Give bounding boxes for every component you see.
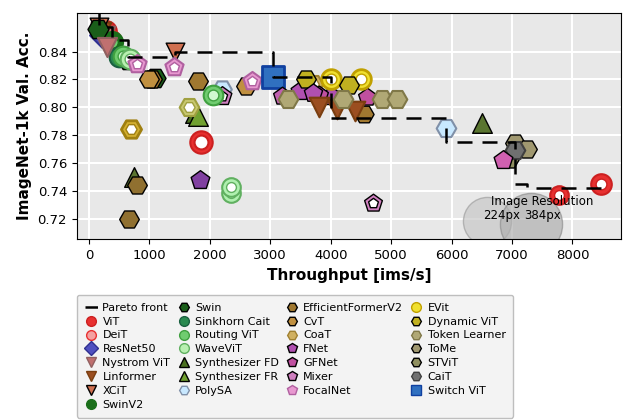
Y-axis label: ImageNet-1k Val. Acc.: ImageNet-1k Val. Acc. <box>17 32 32 220</box>
Point <box>554 192 564 198</box>
Text: 224px: 224px <box>484 208 520 221</box>
Point <box>226 190 236 197</box>
Point <box>184 104 194 110</box>
Point <box>510 147 520 154</box>
Point <box>125 55 135 62</box>
Point <box>368 200 378 207</box>
Point <box>349 108 360 115</box>
Point <box>284 95 294 102</box>
Point <box>440 125 451 131</box>
Point <box>356 76 366 83</box>
Text: 384px: 384px <box>524 208 561 221</box>
Point <box>106 37 116 44</box>
Point <box>338 95 348 102</box>
Point <box>217 93 227 100</box>
Point <box>359 111 369 118</box>
Point <box>307 80 317 87</box>
Point <box>326 93 336 100</box>
Point <box>108 39 118 45</box>
Point <box>377 95 387 102</box>
Point <box>301 76 312 83</box>
Point <box>96 29 106 35</box>
Point <box>108 39 118 45</box>
Point <box>207 91 218 98</box>
Point <box>217 86 227 92</box>
Point <box>193 112 203 119</box>
Point <box>392 95 403 102</box>
Point <box>170 48 180 55</box>
Point <box>332 105 342 112</box>
Point <box>344 81 354 88</box>
X-axis label: Throughput [ims/s]: Throughput [ims/s] <box>266 268 431 283</box>
Point <box>97 32 108 38</box>
Point <box>150 75 161 81</box>
Point <box>481 218 492 225</box>
Point <box>132 61 142 68</box>
Legend: Pareto front, ViT, DeiT, ResNet50, Nystrom ViT, Linformer, XCiT, SwinV2, Swin, S: Pareto front, ViT, DeiT, ResNet50, Nystr… <box>77 295 513 417</box>
Point <box>207 91 218 98</box>
Point <box>307 90 317 97</box>
Point <box>510 140 520 147</box>
Point <box>326 76 336 83</box>
Point <box>314 104 324 110</box>
Point <box>277 93 287 100</box>
Point <box>477 119 487 126</box>
Point <box>129 173 140 180</box>
Point <box>196 139 206 145</box>
Point <box>126 126 136 133</box>
Point <box>124 215 134 222</box>
Point <box>368 200 378 207</box>
Point <box>101 27 111 34</box>
Point <box>596 180 607 187</box>
Point <box>522 146 532 152</box>
Point <box>93 26 104 33</box>
Point <box>596 180 607 187</box>
Point <box>526 221 536 228</box>
Point <box>226 190 236 197</box>
Point <box>195 176 205 183</box>
Point <box>132 182 142 189</box>
Point <box>241 83 251 90</box>
Point <box>113 54 124 60</box>
Point <box>247 77 257 84</box>
Point <box>314 91 324 98</box>
Point <box>356 76 366 83</box>
Point <box>118 52 128 59</box>
Point <box>132 61 142 68</box>
Point <box>268 73 278 80</box>
Point <box>504 155 514 162</box>
Point <box>123 57 133 63</box>
Point <box>217 93 227 100</box>
Point <box>226 183 236 190</box>
Point <box>193 77 203 84</box>
Point <box>554 192 564 198</box>
Point <box>168 63 179 70</box>
Point <box>247 77 257 84</box>
Point <box>99 33 109 39</box>
Point <box>144 76 154 83</box>
Point <box>265 76 275 83</box>
Text: Image Resolution: Image Resolution <box>491 194 593 207</box>
Point <box>226 183 236 190</box>
Point <box>362 94 372 101</box>
Point <box>118 52 128 59</box>
Point <box>101 27 111 34</box>
Point <box>189 110 200 116</box>
Point <box>196 139 206 145</box>
Point <box>498 157 508 163</box>
Point <box>113 54 124 60</box>
Point <box>326 76 336 83</box>
Point <box>125 55 135 62</box>
Point <box>126 126 136 133</box>
Point <box>102 44 112 51</box>
Point <box>168 63 179 70</box>
Point <box>93 23 104 30</box>
Point <box>184 104 194 110</box>
Point <box>295 87 305 94</box>
Point <box>307 80 317 87</box>
Point <box>147 76 157 83</box>
